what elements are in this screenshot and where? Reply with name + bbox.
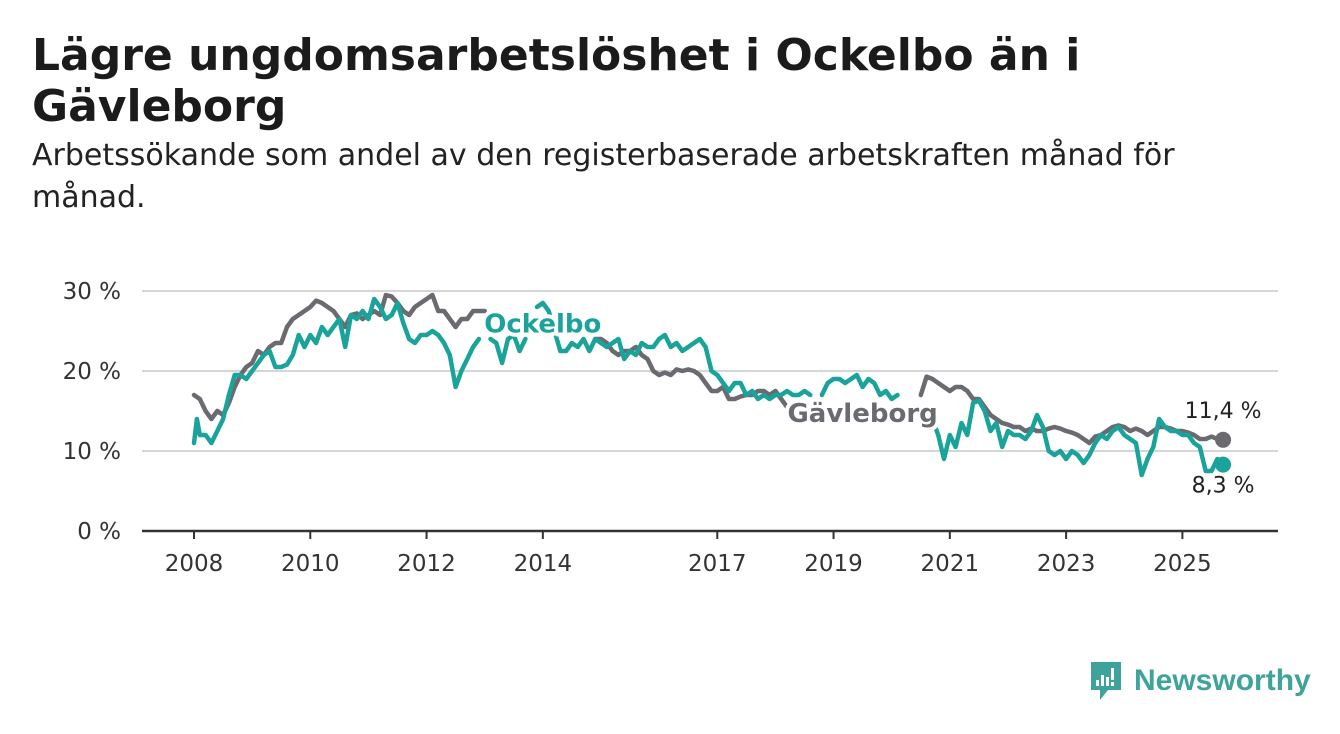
x-tick-label: 2010 [281, 551, 340, 577]
newsworthy-logo: Newsworthy [1088, 660, 1311, 702]
x-tick-label: 2014 [514, 551, 573, 577]
x-tick-label: 2012 [397, 551, 456, 577]
grid-lines: 0 % 10 % 20 % 30 % [63, 279, 1278, 545]
y-tick-label: 30 % [63, 279, 121, 305]
series-name-label: Gävleborg [787, 399, 937, 429]
end-point-ockelbo [1215, 456, 1232, 473]
x-tick-label: 2021 [921, 551, 980, 577]
newsworthy-wordmark: Newsworthy [1134, 664, 1311, 697]
x-tick-label: 2017 [688, 551, 747, 577]
chart-subtitle: Arbetssökande som andel av den registerb… [32, 138, 1175, 215]
series-line-ockelbo [191, 296, 1226, 478]
x-tick-label: 2008 [165, 551, 224, 577]
x-tick-label: 2019 [804, 551, 863, 577]
series-name-label: Ockelbo [484, 310, 601, 340]
x-axis: 2008 2010 2012 2014 2017 2019 2021 2023 2025 [142, 529, 1278, 577]
chart-title: Lägre ungdomsarbetslöshet i Ockelbo än i… [32, 30, 1081, 132]
newsworthy-logo-icon [1091, 662, 1121, 700]
y-tick-label: 10 % [63, 439, 121, 465]
end-value-label: 8,3 % [1192, 474, 1255, 499]
series-lines [191, 292, 1226, 478]
series-labels: 11,4 % 8,3 % Gävleborg Ockelbo [480, 306, 1264, 502]
x-tick-label: 2023 [1037, 551, 1096, 577]
end-value-label: 11,4 % [1185, 399, 1262, 424]
y-tick-label: 0 % [77, 519, 121, 545]
y-tick-label: 20 % [63, 359, 121, 385]
x-tick-label: 2025 [1153, 551, 1212, 577]
end-point-gävleborg [1215, 431, 1232, 448]
